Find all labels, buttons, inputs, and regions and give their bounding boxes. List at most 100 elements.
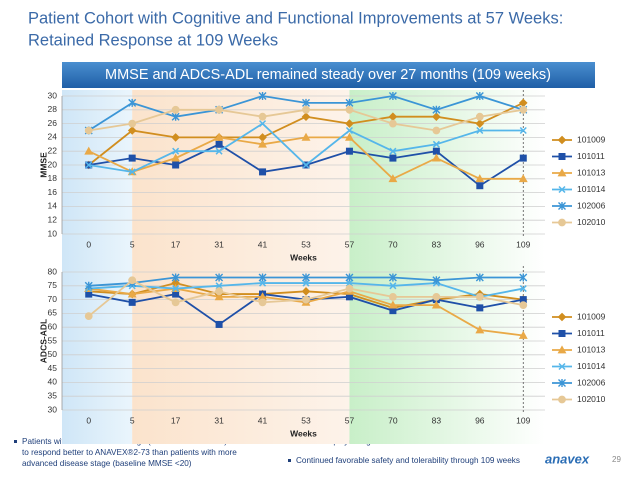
point: [345, 147, 353, 155]
point: [259, 279, 267, 287]
point: [519, 105, 528, 114]
x-tick-label: 70: [388, 239, 398, 249]
point: [432, 126, 441, 135]
x-tick-label: 83: [432, 415, 442, 425]
point: [518, 330, 528, 339]
legend-label: 102010: [577, 394, 606, 404]
point: [519, 154, 527, 162]
point: [475, 174, 485, 183]
point: [476, 304, 484, 312]
point: [345, 105, 354, 114]
point: [128, 298, 136, 306]
x-tick-label: 0: [86, 415, 91, 425]
point: [558, 395, 566, 404]
x-tick-label: 53: [301, 239, 311, 249]
y-tick-label: 60: [48, 321, 58, 331]
point: [519, 126, 527, 135]
point: [345, 293, 353, 301]
point: [85, 290, 93, 298]
y-tick-label: 14: [48, 201, 58, 211]
point: [389, 282, 397, 290]
point: [475, 92, 484, 100]
x-tick-label: 53: [301, 415, 311, 425]
legend-label: 101009: [577, 134, 606, 144]
legend-label: 101013: [577, 167, 606, 177]
point: [388, 273, 397, 282]
point: [345, 273, 354, 282]
banner-text: MMSE and ADCS-ADL remained steady over 2…: [105, 67, 551, 83]
point: [431, 300, 441, 309]
point: [215, 147, 223, 155]
legend-label: 101009: [577, 311, 606, 321]
point: [558, 202, 566, 210]
point: [432, 105, 441, 114]
point: [301, 132, 311, 141]
point: [345, 126, 353, 135]
y-tick-label: 40: [48, 377, 58, 387]
x-tick-label: 0: [86, 239, 91, 249]
point: [214, 132, 224, 141]
point: [128, 98, 137, 107]
point: [432, 112, 441, 122]
point: [302, 295, 310, 304]
y-tick-label: 65: [48, 308, 58, 318]
point: [171, 273, 180, 282]
point: [388, 92, 397, 100]
point: [301, 287, 311, 296]
y-tick-label: 28: [48, 104, 58, 114]
point: [171, 298, 180, 307]
y-tick-label: 35: [48, 390, 58, 400]
point: [389, 154, 397, 162]
point: [388, 300, 398, 309]
y-tick-label: 75: [48, 280, 58, 290]
x-tick-label: 41: [258, 239, 268, 249]
x-axis-title: Weeks: [290, 428, 317, 438]
point: [557, 312, 567, 322]
point: [558, 185, 566, 194]
point: [388, 174, 398, 183]
point: [258, 112, 267, 121]
point: [519, 285, 527, 293]
legend-label: 101014: [577, 361, 606, 371]
y-tick-label: 16: [48, 187, 58, 197]
point: [258, 273, 267, 282]
point: [475, 119, 485, 128]
point: [215, 320, 223, 328]
point: [258, 139, 267, 148]
point: [345, 119, 354, 128]
banner: [62, 62, 595, 88]
point: [172, 290, 180, 298]
point: [345, 132, 354, 141]
x-tick-label: 109: [516, 239, 530, 249]
y-tick-label: 45: [48, 363, 58, 373]
point: [259, 120, 267, 128]
bullet-text: Continued favorable safety and tolerabil…: [296, 456, 520, 465]
point: [171, 112, 180, 121]
y-tick-label: 24: [48, 132, 58, 142]
x-tick-label: 5: [130, 415, 135, 425]
point: [84, 126, 93, 135]
point: [519, 301, 528, 310]
y-tick-label: 22: [48, 145, 58, 155]
point: [518, 174, 528, 183]
x-tick-label: 83: [432, 239, 442, 249]
y-tick-label: 12: [48, 214, 58, 224]
point: [432, 147, 440, 155]
point: [171, 153, 181, 162]
point: [172, 161, 180, 169]
x-tick-label: 57: [345, 415, 355, 425]
y-tick-label: 55: [48, 335, 58, 345]
point: [476, 126, 484, 135]
point: [345, 284, 354, 293]
page-number: 29: [612, 455, 621, 464]
point: [302, 161, 310, 169]
bullet: [288, 459, 291, 462]
point: [259, 168, 267, 176]
y-tick-label: 50: [48, 349, 58, 359]
logo: anavex: [545, 451, 590, 466]
y-tick-label: 18: [48, 173, 58, 183]
point: [557, 345, 567, 354]
y-tick-label: 70: [48, 294, 58, 304]
point: [215, 282, 223, 290]
point: [475, 273, 484, 282]
